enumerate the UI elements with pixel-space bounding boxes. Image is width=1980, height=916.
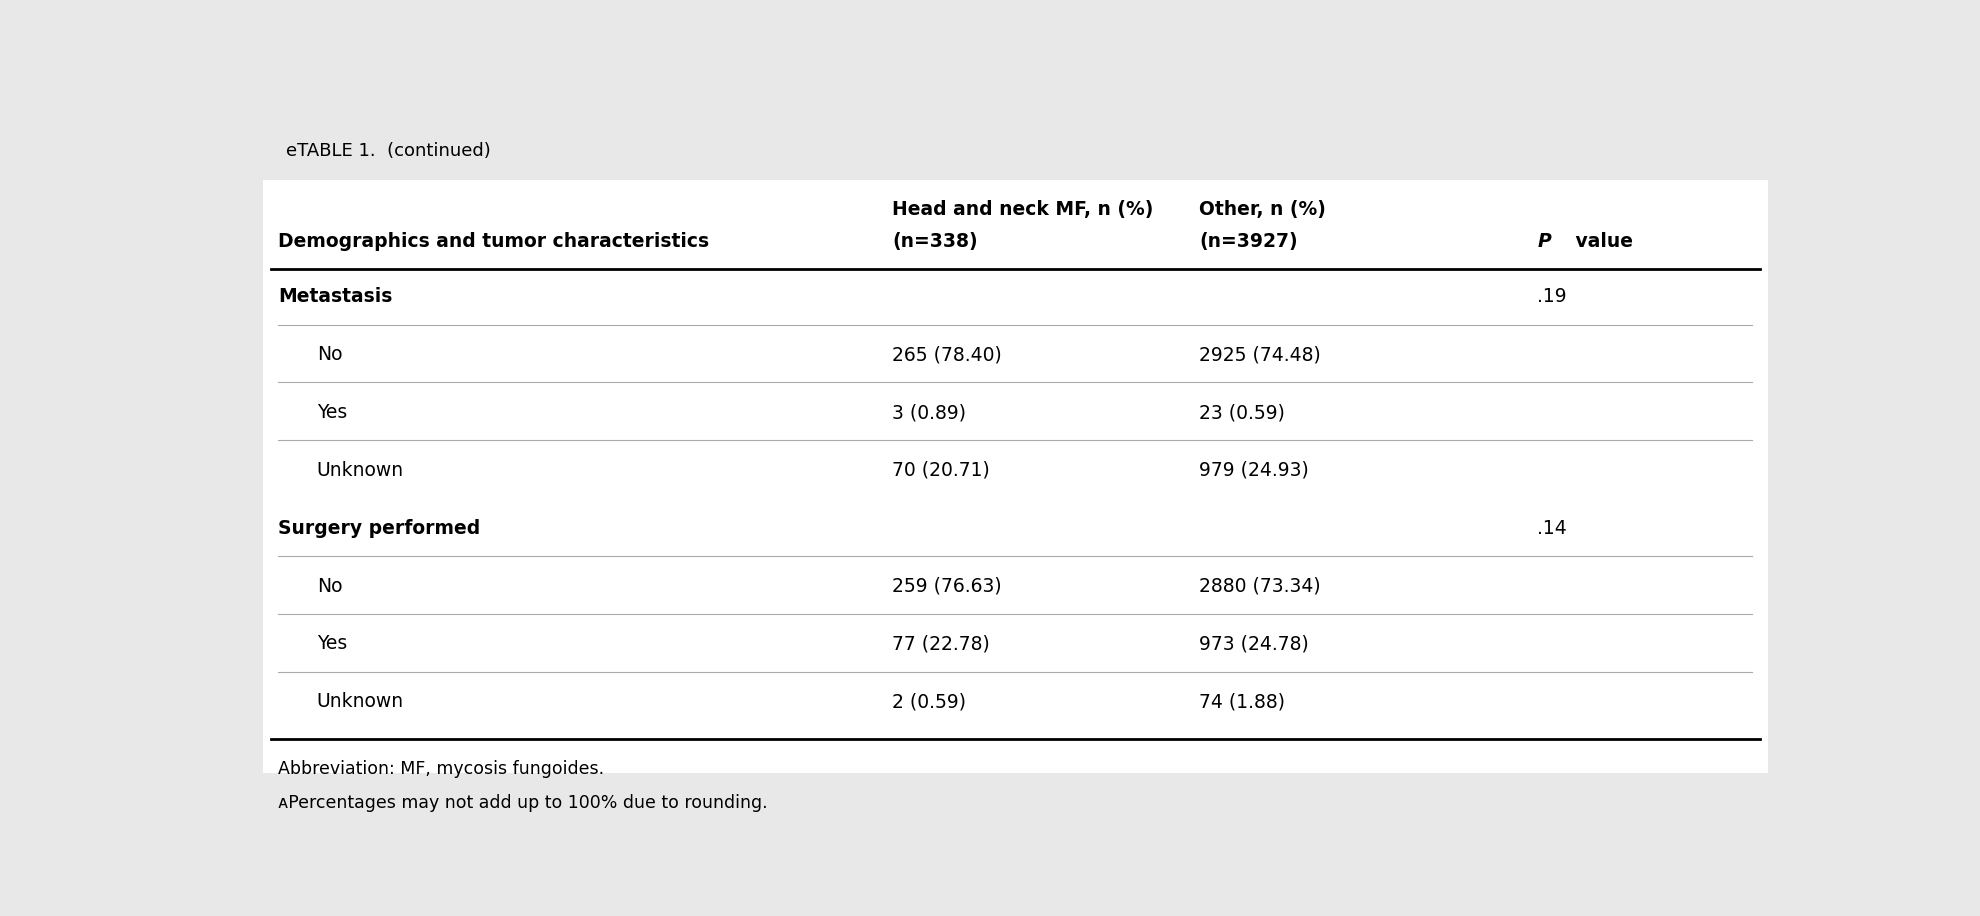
Text: 265 (78.40): 265 (78.40) (893, 345, 1002, 365)
Text: Surgery performed: Surgery performed (277, 518, 481, 538)
Text: 23 (0.59): 23 (0.59) (1200, 403, 1285, 422)
Text: 70 (20.71): 70 (20.71) (893, 461, 990, 480)
Text: No: No (317, 345, 343, 365)
Text: (n=338): (n=338) (893, 232, 978, 251)
Text: ᴀPercentages may not add up to 100% due to rounding.: ᴀPercentages may not add up to 100% due … (277, 794, 768, 812)
Text: 3 (0.89): 3 (0.89) (893, 403, 966, 422)
Text: 2925 (74.48): 2925 (74.48) (1200, 345, 1321, 365)
Text: Unknown: Unknown (317, 692, 404, 711)
Text: Unknown: Unknown (317, 461, 404, 480)
Text: Abbreviation: MF, mycosis fungoides.: Abbreviation: MF, mycosis fungoides. (277, 760, 604, 779)
Text: Head and neck MF, n (%): Head and neck MF, n (%) (893, 201, 1152, 219)
Bar (263, 180, 1766, 773)
Text: (n=3927): (n=3927) (1200, 232, 1297, 251)
Text: Yes: Yes (317, 635, 346, 653)
Text: 973 (24.78): 973 (24.78) (1200, 635, 1309, 653)
Text: Demographics and tumor characteristics: Demographics and tumor characteristics (277, 232, 709, 251)
Text: 2880 (73.34): 2880 (73.34) (1200, 576, 1321, 595)
Text: Other, n (%): Other, n (%) (1200, 201, 1327, 219)
Text: 979 (24.93): 979 (24.93) (1200, 461, 1309, 480)
Text: .14: .14 (1536, 518, 1566, 538)
Text: Metastasis: Metastasis (277, 288, 392, 306)
Text: eTABLE 1.  (continued): eTABLE 1. (continued) (285, 142, 491, 159)
Text: 2 (0.59): 2 (0.59) (893, 692, 966, 711)
Text: Yes: Yes (317, 403, 346, 422)
Text: 77 (22.78): 77 (22.78) (893, 635, 990, 653)
Text: 259 (76.63): 259 (76.63) (893, 576, 1002, 595)
Text: 74 (1.88): 74 (1.88) (1200, 692, 1285, 711)
Text: .19: .19 (1536, 288, 1566, 306)
Text: value: value (1568, 232, 1634, 251)
Text: P: P (1536, 232, 1550, 251)
Text: No: No (317, 576, 343, 595)
